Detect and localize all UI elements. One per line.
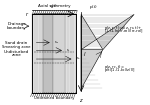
Text: $z$: $z$ — [79, 97, 83, 104]
Text: $r$: $r$ — [25, 10, 29, 18]
Text: Undisturbed: Undisturbed — [4, 50, 29, 54]
Bar — [43, 14, 53, 93]
Polygon shape — [81, 50, 103, 89]
Text: Axial symmetry: Axial symmetry — [38, 4, 70, 8]
Text: zone: zone — [12, 53, 21, 57]
Text: [1-(1-$h_s$)(r-$r_w$)/($r_e$-$r_w$)]: [1-(1-$h_s$)(r-$r_w$)/($r_e$-$r_w$)] — [104, 27, 144, 35]
Text: $r_s$: $r_s$ — [66, 47, 71, 54]
Bar — [53, 14, 65, 93]
Text: Undrained boundary: Undrained boundary — [34, 96, 74, 100]
Text: $r_w$: $r_w$ — [54, 39, 59, 46]
Text: boundary: boundary — [7, 26, 26, 30]
Bar — [32, 14, 76, 93]
Text: $q(t)$: $q(t)$ — [49, 2, 58, 10]
Text: Sand drain: Sand drain — [5, 41, 28, 45]
Text: $r_e$: $r_e$ — [76, 56, 80, 62]
Text: $p(t)$: $p(t)$ — [89, 3, 98, 11]
Polygon shape — [81, 14, 134, 50]
Text: p(t)[1-(1-$k_s$)(z/l)]: p(t)[1-(1-$k_s$)(z/l)] — [104, 66, 136, 74]
Text: $l$: $l$ — [83, 50, 87, 58]
Text: p(z, $r_e$, t)=: p(z, $r_e$, t)= — [104, 63, 125, 71]
Text: Smearing zone: Smearing zone — [2, 45, 31, 49]
Text: Drainage: Drainage — [7, 22, 26, 26]
Text: p(z, r, t)=p(z, $r_e$, t)+: p(z, r, t)=p(z, $r_e$, t)+ — [104, 24, 143, 32]
